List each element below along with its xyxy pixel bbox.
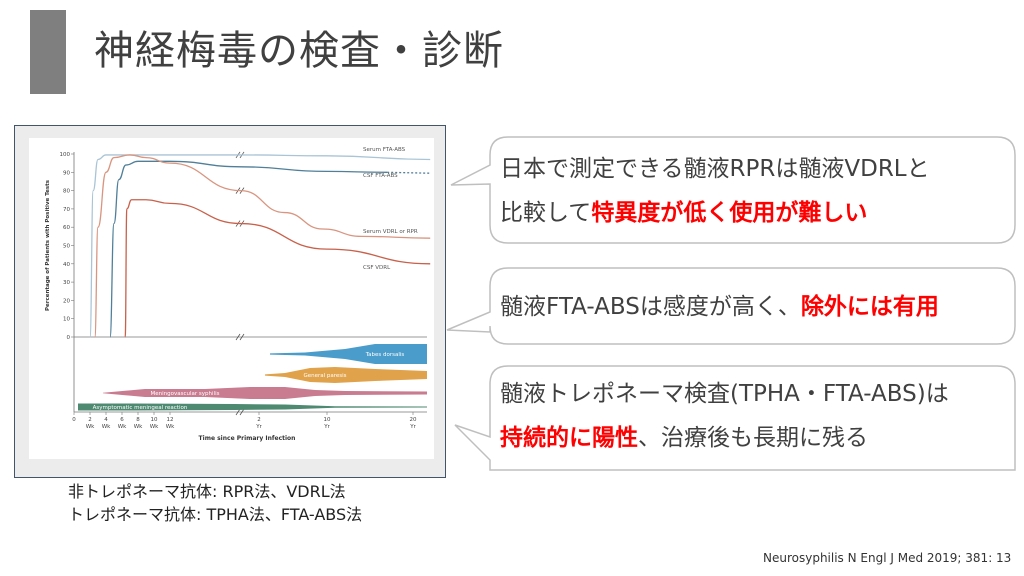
chart-background: [29, 138, 434, 459]
x-tick-unit: Wk: [134, 424, 143, 430]
series-label: Serum FTA-ABS: [363, 147, 406, 153]
x-tick-label: 2: [257, 417, 261, 423]
y-tick-label: 80: [63, 189, 70, 195]
x-tick-label: 6: [120, 417, 124, 423]
y-axis-label: Percentage of Patients with Positive Tes…: [45, 179, 51, 311]
series-label: Serum VDRL or RPR: [363, 229, 418, 235]
y-tick-label: 20: [63, 298, 70, 304]
axis-break-mark: [235, 408, 245, 416]
callout-text: 、治療後も長期に残る: [638, 425, 868, 451]
slide-title: 神経梅毒の検査・診断: [94, 28, 504, 74]
x-tick-label: 10: [324, 417, 331, 423]
x-tick-label: 8: [136, 417, 140, 423]
series-dashed-1: [387, 171, 431, 174]
highlight-text: 除外には有用: [800, 294, 939, 320]
title-accent-bar: [30, 10, 66, 94]
y-tick-label: 30: [63, 280, 70, 286]
callout-3-line-1: 髄液トレポネーマ検査(TPHA・FTA-ABS)は: [500, 372, 949, 416]
x-tick-label: 4: [104, 417, 108, 423]
callout-text: 比較して: [500, 200, 592, 226]
x-tick-unit: Yr: [409, 424, 416, 430]
x-tick-unit: Wk: [102, 424, 111, 430]
series-label: CSF VDRL: [363, 265, 391, 271]
callout-text: 日本で測定できる髄液RPRは髄液VDRLと: [500, 156, 930, 182]
y-tick-label: 70: [63, 207, 70, 213]
citation: Neurosyphilis N Engl J Med 2019; 381: 13: [763, 551, 1012, 565]
x-tick-unit: Yr: [323, 424, 330, 430]
y-tick-label: 10: [63, 317, 70, 323]
axis-break-mark: [235, 333, 245, 341]
callout-3-line-2: 持続的に陽性、治療後も長期に残る: [500, 416, 868, 460]
y-tick-label: 40: [63, 262, 70, 268]
timeline-band-label: Tabes dorsalis: [365, 352, 405, 358]
caption-non-treponemal: 非トレポネーマ抗体: RPR法、VDRL法: [68, 482, 346, 501]
x-tick-unit: Yr: [255, 424, 262, 430]
callout-2-line-1: 髄液FTA-ABSは感度が高く、除外には有用: [500, 285, 939, 329]
highlight-text: 特異度が低く使用が難しい: [591, 200, 868, 226]
series-label: CSF FTA-ABS: [363, 173, 398, 179]
x-tick-label: 20: [410, 417, 417, 423]
x-tick-unit: Wk: [150, 424, 159, 430]
y-tick-label: 50: [63, 244, 70, 250]
x-tick-label: 0: [72, 417, 76, 423]
callout-1-line-2: 比較して特異度が低く使用が難しい: [500, 191, 867, 235]
series-line-serum-fta-abs: [89, 154, 431, 338]
x-tick-label: 2: [88, 417, 92, 423]
caption-treponemal: トレポネーマ抗体: TPHA法、FTA-ABS法: [68, 505, 363, 524]
series-line-csf-fta-abs: [109, 160, 388, 338]
timeline-band-label: Asymptomatic meningeal reaction: [93, 405, 188, 411]
highlight-text: 持続的に陽性: [500, 425, 638, 451]
y-tick-label: 60: [63, 225, 70, 231]
x-tick-label: 10: [151, 417, 158, 423]
timeline-band-general-paresis: [265, 367, 427, 383]
x-tick-unit: Wk: [118, 424, 127, 430]
callout-1-line-1: 日本で測定できる髄液RPRは髄液VDRLと: [500, 147, 930, 191]
y-tick-label: 90: [63, 170, 70, 176]
series-line-csf-vdrl: [124, 199, 431, 338]
x-tick-label: 12: [167, 417, 174, 423]
chart-figure: 0 10 20 30 40 50 60 70 80 90 100 Percentage of Pati…: [14, 125, 446, 478]
timeline-band-label: Meningovascular syphilis: [151, 391, 220, 397]
series-line-serum-vdrl-or-rpr: [94, 154, 431, 338]
timeline-band-label: General paresis: [303, 373, 346, 379]
x-axis-label: Time since Primary Infection: [199, 435, 296, 442]
x-tick-unit: Wk: [86, 424, 95, 430]
timeline-band-meningovascular-syphilis: [103, 387, 427, 399]
timeline-band-asymptomatic-meningeal-reaction: [78, 403, 427, 411]
y-tick-label: 100: [60, 152, 71, 158]
callout-text: 髄液トレポネーマ検査(TPHA・FTA-ABS)は: [500, 381, 949, 407]
y-tick-label: 0: [67, 335, 71, 341]
callout-text: 髄液FTA-ABSは感度が高く、: [500, 294, 801, 320]
timeline-band-tabes-dorsalis: [270, 344, 427, 364]
x-tick-unit: Wk: [166, 424, 175, 430]
